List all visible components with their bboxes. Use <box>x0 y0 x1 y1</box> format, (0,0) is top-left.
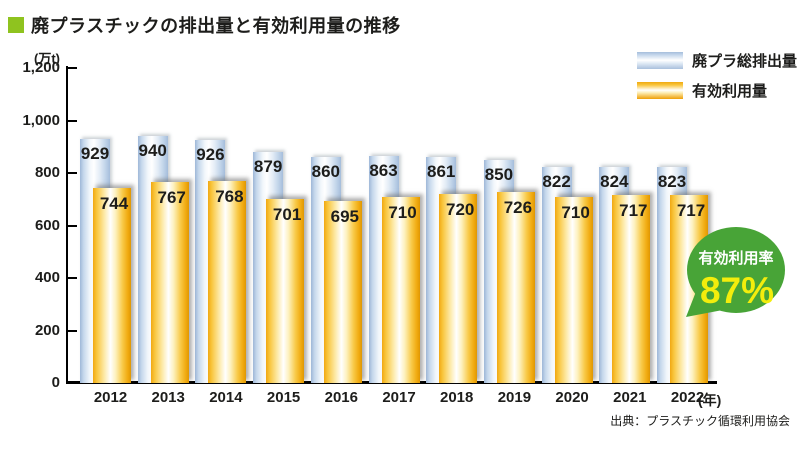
bar-utilized-value-2019: 726 <box>503 198 533 218</box>
bar-total-value-2017: 863 <box>369 161 398 181</box>
y-tick-label-1000: 1,000 <box>22 111 60 129</box>
bar-utilized-2012 <box>93 187 131 383</box>
legend-label-utilized: 有効利用量 <box>692 82 768 100</box>
bar-utilized-2018 <box>439 194 478 383</box>
legend-label-total: 廃プラ総排出量 <box>692 52 798 70</box>
bar-utilized-value-2017: 710 <box>388 202 417 222</box>
y-tick-label-400: 400 <box>34 269 60 286</box>
bar-utilized-2014 <box>208 181 247 383</box>
bar-total-value-2019: 850 <box>484 164 514 184</box>
x-tick-label-2017: 2017 <box>382 389 416 406</box>
bar-utilized-value-2014: 768 <box>215 187 244 207</box>
legend-swatch-utilized <box>637 81 683 99</box>
x-axis-unit-label: (年) <box>698 392 722 408</box>
x-tick-label-2015: 2015 <box>266 389 301 406</box>
bar-utilized-value-2020: 710 <box>561 202 590 222</box>
bar-utilized-value-2022: 717 <box>676 200 706 220</box>
title-bullet-square <box>8 17 24 33</box>
y-tick-label-200: 200 <box>34 321 60 339</box>
bar-utilized-value-2013: 767 <box>157 187 186 207</box>
legend-swatch-total <box>637 51 683 69</box>
x-tick-label-2019: 2019 <box>497 389 532 406</box>
badge-bubble <box>687 227 785 313</box>
x-tick-label-2022: 2022 <box>670 389 705 406</box>
y-tick-mark-600 <box>68 224 77 227</box>
bar-total-value-2012: 929 <box>80 144 110 164</box>
bar-utilized-2021 <box>612 194 651 383</box>
x-tick-label-2012: 2012 <box>93 389 128 406</box>
x-tick-label-2013: 2013 <box>151 389 185 406</box>
bar-total-value-2018: 861 <box>427 161 456 181</box>
bar-utilized-2013 <box>150 181 189 383</box>
utilization-badge: 有効利用率 87% <box>686 227 785 317</box>
bar-utilized-2020 <box>554 196 593 383</box>
x-tick-label-2014: 2014 <box>209 389 243 406</box>
legend: 廃プラ総排出量 有効利用量 <box>637 50 797 110</box>
bar-utilized-value-2016: 695 <box>330 206 359 226</box>
y-tick-label-800: 800 <box>34 164 60 181</box>
chart-title: 廃プラスチックの排出量と有効利用量の推移 <box>31 16 401 36</box>
bar-utilized-2019 <box>496 192 535 383</box>
title-row: 廃プラスチックの排出量と有効利用量の推移 <box>8 12 401 38</box>
y-tick-mark-800 <box>68 172 77 174</box>
y-axis <box>66 66 68 384</box>
bar-utilized-2015 <box>266 198 305 383</box>
bar-utilized-value-2018: 720 <box>446 200 475 219</box>
bar-total-value-2015: 879 <box>253 157 283 177</box>
bar-utilized-value-2021: 717 <box>619 200 648 220</box>
y-tick-mark-200 <box>68 329 77 332</box>
x-tick-label-2021: 2021 <box>613 389 647 406</box>
y-tick-label-1200: 1,200 <box>22 59 60 76</box>
badge-value: 87% <box>700 270 774 311</box>
bar-total-value-2016: 860 <box>311 162 340 182</box>
bar-utilized-2016 <box>323 200 362 383</box>
bar-total-value-2014: 926 <box>196 144 225 164</box>
y-tick-mark-400 <box>68 277 77 279</box>
source-note: 出典：プラスチック循環利用協会 <box>610 414 790 428</box>
bar-utilized-value-2012: 744 <box>99 193 129 213</box>
x-tick-label-2016: 2016 <box>324 389 358 406</box>
y-tick-label-600: 600 <box>34 216 60 234</box>
bar-total-value-2021: 824 <box>600 171 629 191</box>
bar-total-value-2020: 822 <box>542 172 571 192</box>
x-tick-label-2020: 2020 <box>555 389 589 406</box>
bar-total-value-2022: 823 <box>657 171 687 191</box>
y-tick-label-0: 0 <box>51 374 60 391</box>
bar-utilized-value-2015: 701 <box>272 204 302 224</box>
x-tick-label-2018: 2018 <box>440 389 474 406</box>
y-tick-mark-1200 <box>68 67 77 69</box>
legend-item-utilized: 有効利用量 <box>637 80 797 100</box>
badge-label: 有効利用率 <box>698 249 773 267</box>
y-tick-mark-1000 <box>68 119 77 122</box>
bar-utilized-2017 <box>381 196 420 383</box>
legend-item-total: 廃プラ総排出量 <box>637 50 797 70</box>
y-axis-unit-label: (万t) <box>34 51 60 66</box>
bar-total-value-2013: 940 <box>138 141 167 161</box>
